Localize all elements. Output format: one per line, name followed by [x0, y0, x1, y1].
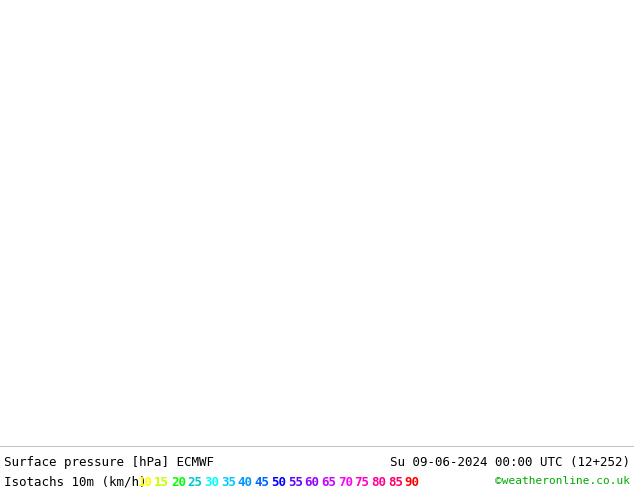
Text: ©weatheronline.co.uk: ©weatheronline.co.uk: [495, 476, 630, 486]
Text: Isotachs 10m (km/h): Isotachs 10m (km/h): [4, 476, 146, 489]
Text: 20: 20: [171, 476, 186, 489]
Text: Surface pressure [hPa] ECMWF: Surface pressure [hPa] ECMWF: [4, 457, 214, 469]
Text: 60: 60: [304, 476, 320, 489]
Text: 85: 85: [388, 476, 403, 489]
Text: 50: 50: [271, 476, 286, 489]
Text: 90: 90: [404, 476, 420, 489]
Text: 70: 70: [338, 476, 353, 489]
Text: 25: 25: [188, 476, 202, 489]
Text: 40: 40: [238, 476, 252, 489]
Text: Su 09-06-2024 00:00 UTC (12+252): Su 09-06-2024 00:00 UTC (12+252): [390, 457, 630, 469]
Text: 10: 10: [138, 476, 152, 489]
Text: 30: 30: [204, 476, 219, 489]
Text: 45: 45: [254, 476, 269, 489]
Text: 55: 55: [288, 476, 302, 489]
Text: 75: 75: [354, 476, 370, 489]
Text: 65: 65: [321, 476, 336, 489]
Text: 35: 35: [221, 476, 236, 489]
Text: 80: 80: [371, 476, 386, 489]
Text: 15: 15: [154, 476, 169, 489]
